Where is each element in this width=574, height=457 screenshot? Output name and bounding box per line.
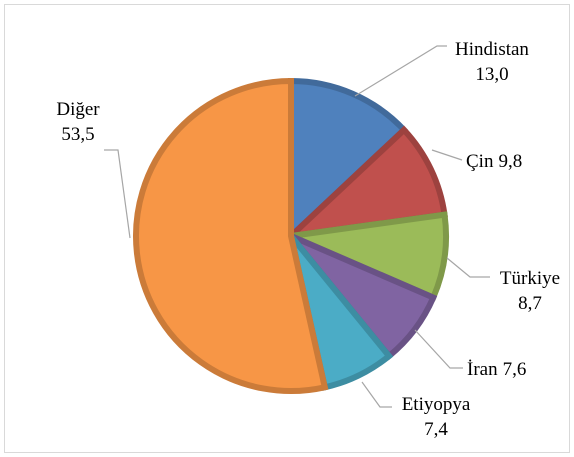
value-label: 9,8 bbox=[498, 151, 522, 172]
leader-line bbox=[361, 381, 392, 408]
pie bbox=[133, 77, 449, 394]
pie-slice bbox=[288, 77, 409, 243]
value-label: 53,5 bbox=[61, 124, 94, 145]
leader-line bbox=[446, 257, 490, 278]
slice-label-group: Çin 9,8 bbox=[466, 151, 522, 172]
value-label: 7,6 bbox=[503, 359, 527, 380]
slice-label: Hindistan bbox=[455, 39, 529, 60]
value-label: 7,4 bbox=[424, 419, 448, 440]
pie-slice bbox=[282, 125, 448, 241]
pie-slice bbox=[133, 77, 329, 394]
slice-label: Diğer bbox=[56, 99, 100, 120]
leader-line bbox=[354, 45, 447, 97]
slice-label: Türkiye bbox=[500, 268, 560, 289]
leader-line bbox=[431, 149, 463, 161]
value-label: 13,0 bbox=[475, 64, 508, 85]
leader-line bbox=[414, 329, 463, 369]
leader-line bbox=[104, 149, 131, 239]
slice-label: İran bbox=[467, 359, 498, 380]
slice-label-group: İran 7,6 bbox=[467, 359, 526, 380]
slice-label: Etiyopya bbox=[402, 394, 471, 415]
value-label: 8,7 bbox=[518, 293, 542, 314]
slice-label: Çin bbox=[466, 151, 494, 172]
